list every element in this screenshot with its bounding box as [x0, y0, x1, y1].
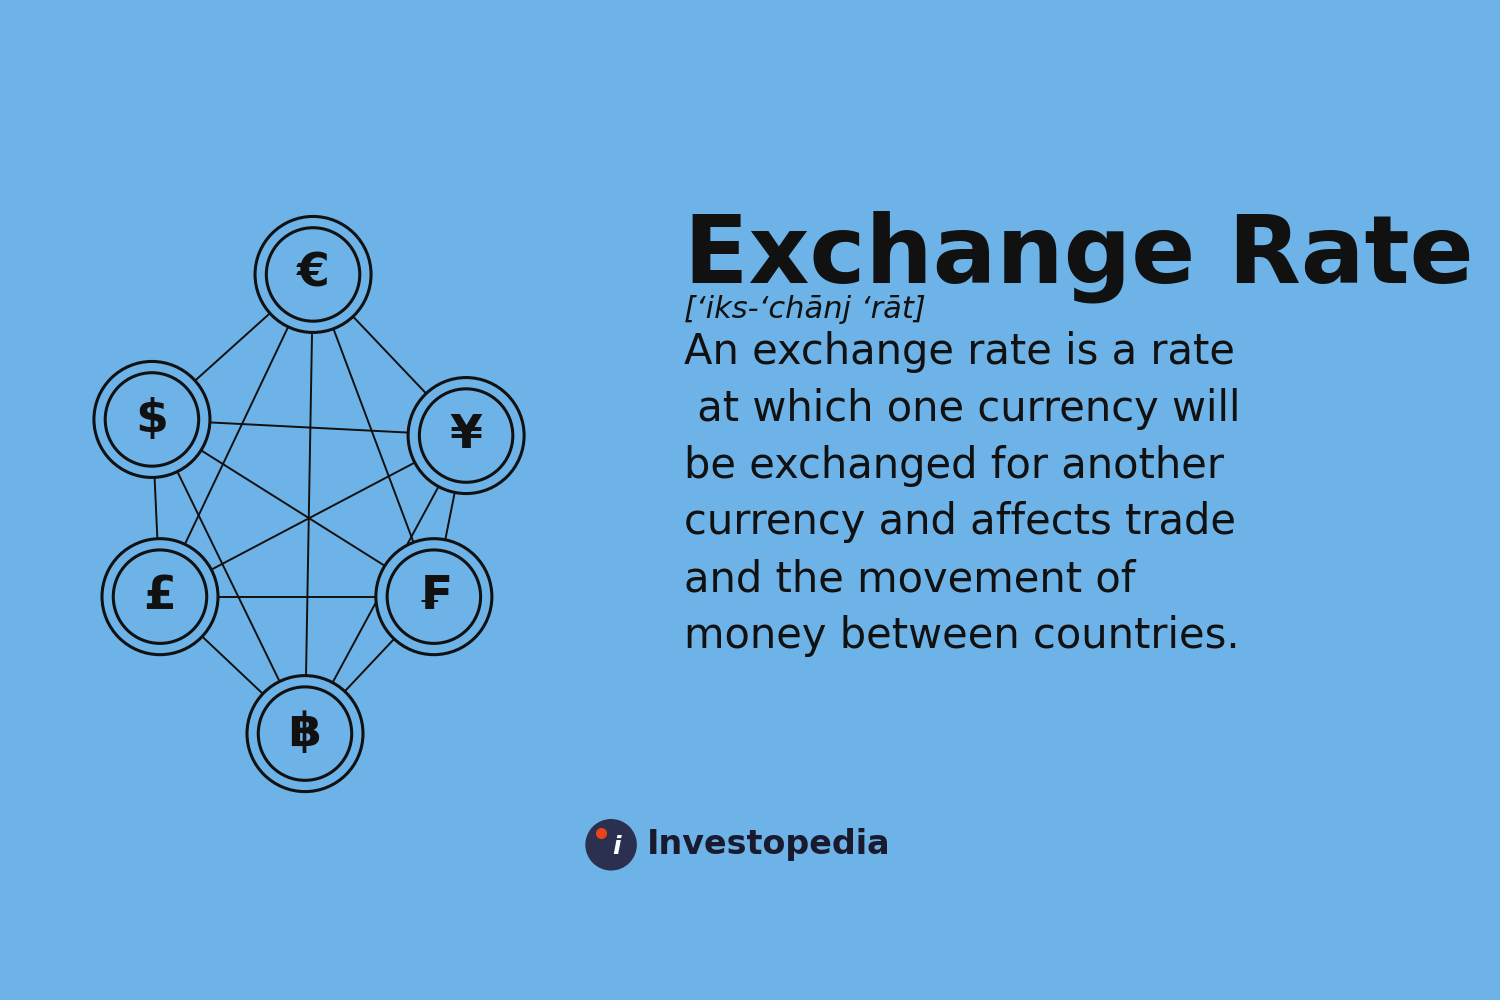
Circle shape	[258, 687, 351, 780]
Text: €: €	[297, 252, 330, 297]
Text: ¥: ¥	[450, 413, 483, 458]
Circle shape	[255, 216, 370, 332]
Text: Investopedia: Investopedia	[648, 828, 891, 861]
Circle shape	[420, 389, 513, 482]
Circle shape	[114, 550, 207, 643]
Circle shape	[105, 373, 198, 466]
Circle shape	[408, 378, 524, 494]
Text: Exchange Rate: Exchange Rate	[684, 210, 1473, 303]
Circle shape	[267, 228, 360, 321]
Text: An exchange rate is a rate
 at which one currency will
be exchanged for another
: An exchange rate is a rate at which one …	[684, 331, 1240, 657]
Circle shape	[102, 539, 218, 655]
Text: [‘iks-‘chānj ‘rāt]: [‘iks-‘chānj ‘rāt]	[684, 295, 926, 324]
Text: $: $	[135, 397, 168, 442]
Circle shape	[585, 819, 638, 871]
Circle shape	[376, 539, 492, 655]
Text: ฿: ฿	[288, 711, 321, 756]
Text: i: i	[612, 835, 621, 859]
Circle shape	[248, 676, 363, 792]
Text: ₣: ₣	[417, 574, 450, 619]
Text: £: £	[144, 574, 177, 619]
Circle shape	[94, 361, 210, 477]
Circle shape	[387, 550, 480, 643]
